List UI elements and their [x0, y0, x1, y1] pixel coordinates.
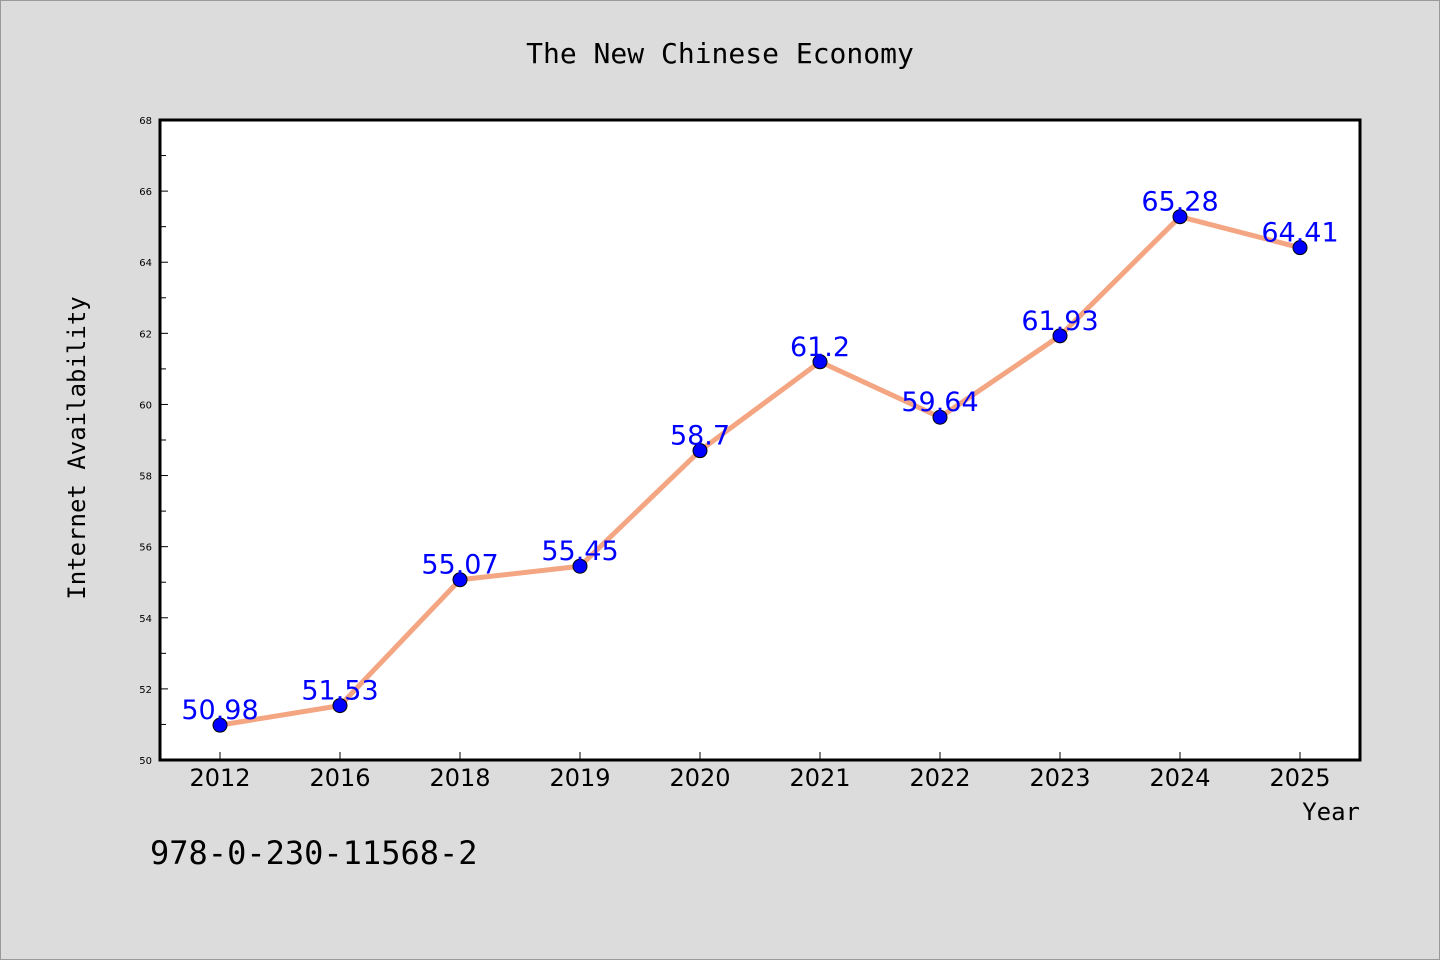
- y-tick-label: 62: [139, 329, 152, 340]
- x-tick-label: 2012: [189, 764, 250, 792]
- x-tick-label: 2021: [789, 764, 850, 792]
- data-label: 59.64: [901, 387, 978, 418]
- y-tick-label: 66: [139, 187, 152, 198]
- y-tick-label: 60: [139, 400, 152, 411]
- y-tick-label: 52: [139, 685, 152, 696]
- data-point: [212, 717, 228, 733]
- y-axis-label: Internet Availability: [63, 296, 91, 599]
- y-tick-label: 50: [139, 756, 152, 767]
- data-label: 65.28: [1141, 187, 1218, 218]
- data-label: 58.7: [670, 421, 730, 452]
- x-tick-label: 2025: [1269, 764, 1330, 792]
- data-label: 50.98: [181, 695, 258, 726]
- y-tick-label: 54: [139, 614, 152, 625]
- y-tick-label: 56: [139, 543, 152, 554]
- y-tick-label: 58: [139, 472, 152, 483]
- data-label: 51.53: [301, 676, 378, 707]
- data-label: 64.41: [1261, 218, 1338, 249]
- data-label: 55.07: [421, 550, 498, 581]
- series-line: [219, 214, 1301, 728]
- x-tick-label: 2022: [909, 764, 970, 792]
- data-point: [692, 443, 708, 459]
- data-label: 55.45: [541, 536, 618, 567]
- data-point: [1052, 328, 1068, 344]
- footer-code: 978-0-230-11568-2: [150, 834, 478, 872]
- plot-frame: [158, 118, 1362, 762]
- data-labels: 50.98 51.53 55.07 55.45 58.7 61.2 59.64 61.93 65…: [181, 187, 1338, 726]
- x-tick-label: 2016: [309, 764, 370, 792]
- data-point: [452, 572, 468, 588]
- x-tick-label: 2024: [1149, 764, 1210, 792]
- data-markers: [212, 209, 1308, 733]
- plot-area: [160, 120, 1360, 760]
- data-point: [1292, 240, 1308, 256]
- x-tick-label: 2018: [429, 764, 490, 792]
- x-tick-label: 2023: [1029, 764, 1090, 792]
- data-point: [332, 698, 348, 714]
- y-tick-label: 64: [139, 258, 152, 269]
- y-tick-label: 68: [139, 116, 152, 127]
- data-point: [932, 409, 948, 425]
- data-point: [1172, 209, 1188, 225]
- data-label: 61.93: [1021, 306, 1098, 337]
- x-axis: 2012 2016 2018 2019 2020 2021 2022 2023 2024 2025: [189, 752, 1331, 792]
- x-axis-label: Year: [1302, 798, 1360, 826]
- chart-title: The New Chinese Economy: [526, 37, 914, 70]
- data-point: [812, 354, 828, 370]
- data-label: 61.2: [790, 332, 850, 363]
- data-point: [572, 558, 588, 574]
- x-tick-label: 2019: [549, 764, 610, 792]
- x-tick-label: 2020: [669, 764, 730, 792]
